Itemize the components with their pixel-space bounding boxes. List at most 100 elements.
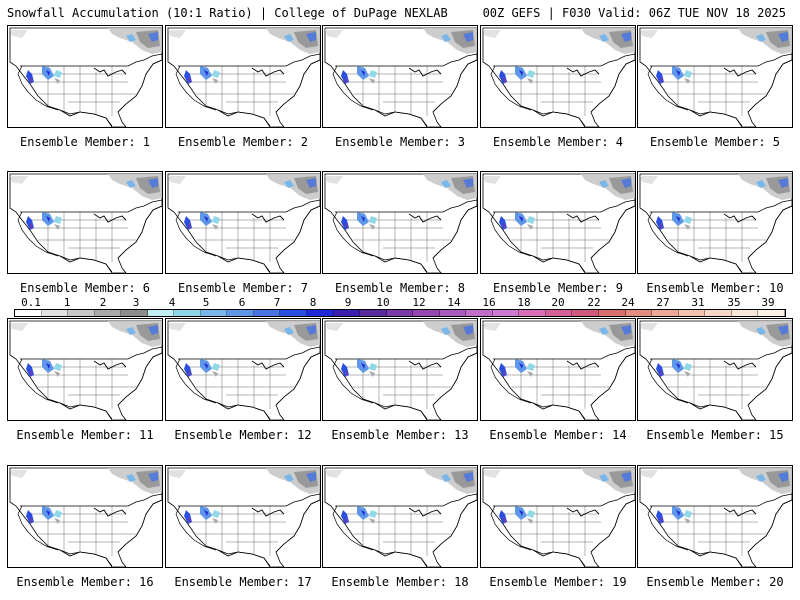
scale-color-cell [15,310,42,316]
scale-tick-label: 0.1 [21,296,41,309]
scale-tick-label: 8 [309,296,317,309]
us-basemap [8,319,162,420]
scale-tick-label: 6 [238,296,246,309]
map-title: Snowfall Accumulation (10:1 Ratio) | Col… [7,6,448,20]
ensemble-member-label: Ensemble Member: 7 [177,281,309,295]
scale-color-cell [731,310,759,316]
western-snow-shading [656,212,692,230]
scale-color-cell [386,310,414,316]
scale-tick-label: 14 [447,296,461,309]
western-snow-shading [26,212,62,230]
ensemble-member-label: Ensemble Member: 17 [174,575,312,589]
western-snow-shading [341,212,377,230]
western-snow-shading [656,506,692,524]
scale-tick-label: 7 [273,296,281,309]
us-basemap [638,466,792,567]
ensemble-member-label: Ensemble Member: 5 [649,135,781,149]
scale-color-cell [174,310,201,316]
western-snow-shading [341,506,377,524]
scale-color-cell [678,310,706,316]
western-snow-shading [341,359,377,377]
ensemble-member-label: Ensemble Member: 14 [489,428,627,442]
ensemble-member-map [637,171,793,274]
us-basemap [166,319,320,420]
scale-color-cell [705,310,732,316]
ensemble-member-map [637,465,793,568]
western-snow-shading [26,359,62,377]
us-basemap [638,172,792,273]
ensemble-member-map [7,465,163,568]
scale-color-bar [14,309,786,317]
snowfall-color-scale: 0.1 1 2 3 4 5 6 7 8 9 10 12 14 16 18 20 22 24 27 31 35 39 [14,296,786,318]
scale-color-cell [253,310,281,316]
scale-tick-label: 10 [376,296,390,309]
ensemble-member-label: Ensemble Member: 16 [16,575,154,589]
ensemble-member-map [322,25,478,128]
ensemble-member-label: Ensemble Member: 10 [646,281,784,295]
scale-color-cell [227,310,254,316]
scale-tick-label: 31 [691,296,705,309]
scale-tick-label: 24 [621,296,635,309]
model-run-valid-time: 00Z GEFS | F030 Valid: 06Z TUE NOV 18 20… [482,6,786,20]
western-snow-shading [656,359,692,377]
scale-color-cell [307,310,334,316]
western-snow-shading [656,66,692,84]
scale-tick-label: 16 [482,296,496,309]
us-basemap [323,319,477,420]
scale-color-cell [758,310,785,316]
us-basemap [323,466,477,567]
ensemble-member-label: Ensemble Member: 18 [331,575,469,589]
ensemble-member-label: Ensemble Member: 15 [646,428,784,442]
scale-color-cell [147,310,175,316]
scale-color-cell [333,310,361,316]
ensemble-member-label: Ensemble Member: 11 [16,428,154,442]
western-snow-shading [184,212,220,230]
western-snow-shading [499,506,535,524]
ensemble-member-map [480,25,636,128]
us-basemap [481,172,635,273]
ensemble-member-label: Ensemble Member: 4 [492,135,624,149]
ensemble-member-map [165,318,321,421]
scale-tick-label: 12 [412,296,426,309]
scale-tick-label: 3 [132,296,140,309]
ensemble-member-map [322,171,478,274]
ensemble-member-map [322,465,478,568]
scale-color-cell [625,310,653,316]
ensemble-member-map [165,465,321,568]
scale-color-cell [94,310,122,316]
scale-tick-label: 20 [551,296,565,309]
scale-color-cell [360,310,387,316]
ensemble-member-map [7,171,163,274]
ensemble-member-map [480,171,636,274]
us-basemap [481,466,635,567]
scale-tick-label: 1 [63,296,71,309]
us-basemap [638,319,792,420]
scale-color-cell [200,310,228,316]
ensemble-member-label: Ensemble Member: 2 [177,135,309,149]
scale-color-cell [492,310,520,316]
scale-tick-label: 9 [344,296,352,309]
ensemble-member-map [7,318,163,421]
scale-color-cell [121,310,148,316]
scale-color-cell [599,310,626,316]
us-basemap [481,26,635,127]
scale-tick-label: 4 [168,296,176,309]
scale-color-cell [652,310,679,316]
ensemble-member-map [7,25,163,128]
scale-tick-label: 2 [99,296,107,309]
ensemble-member-map [322,318,478,421]
western-snow-shading [341,66,377,84]
scale-color-cell [41,310,69,316]
western-snow-shading [499,212,535,230]
western-snow-shading [26,506,62,524]
us-basemap [8,26,162,127]
western-snow-shading [26,66,62,84]
ensemble-member-map [165,25,321,128]
western-snow-shading [499,359,535,377]
western-snow-shading [184,66,220,84]
ensemble-member-label: Ensemble Member: 13 [331,428,469,442]
scale-tick-label: 5 [202,296,210,309]
scale-color-cell [545,310,573,316]
ensemble-member-label: Ensemble Member: 19 [489,575,627,589]
us-basemap [166,466,320,567]
